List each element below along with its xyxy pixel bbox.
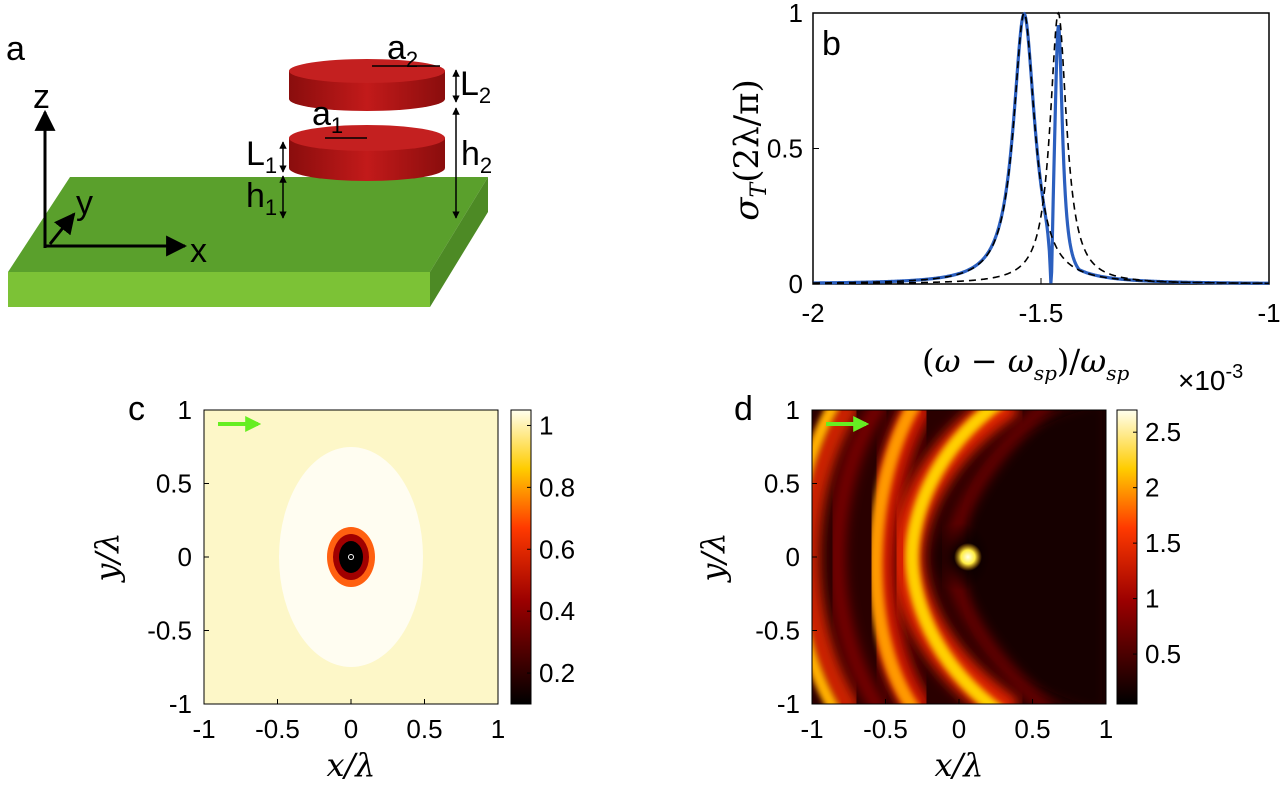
- panel-b-label: b: [822, 25, 841, 63]
- disk-2: [289, 59, 445, 111]
- panel-a-schematic: a z y x a2 L2 a1 L1 h1: [6, 29, 492, 307]
- xtick-label: 0: [952, 714, 966, 744]
- panel-b-ytick-label: 0.5: [767, 134, 803, 164]
- colorbar-tick-label: 2.5: [1145, 417, 1181, 447]
- y-axis-arrow: [48, 212, 76, 245]
- L1-label: L1: [246, 135, 277, 178]
- colorbar-tick-label: 1.5: [1145, 528, 1181, 558]
- xtick-label: -1: [192, 714, 215, 744]
- z-axis-label: z: [33, 78, 50, 116]
- xtick-label: -1: [800, 714, 823, 744]
- colorbar-tick-label: 0.6: [539, 534, 575, 564]
- panel-d-colorbar: [1116, 409, 1138, 705]
- panel-d-heatmap: d: [694, 390, 1181, 784]
- ytick-label: -1: [777, 689, 800, 719]
- ytick-label: 1: [178, 395, 192, 425]
- panel-b-x-multiplier: ×10-3: [1178, 361, 1243, 396]
- panel-c-label: c: [128, 390, 145, 428]
- xtick-label: 0: [344, 714, 358, 744]
- colorbar-tick-label: 1: [1145, 584, 1159, 614]
- panel-d-ticks: -1 -0.5 0 0.5 1 1 0.5 0 -0.5 -1: [755, 395, 1113, 744]
- panel-c-ylabel: y/λ: [88, 532, 126, 583]
- xtick-label: -0.5: [863, 714, 908, 744]
- colorbar-tick-label: 2: [1145, 473, 1159, 503]
- panel-b-chart: b -2 -1.5 -1 0 0.5 1 σT(2λ/π) (ω − ωsp)/ωsp ×…: [727, 0, 1280, 396]
- panel-b-ytick-label: 0: [789, 269, 803, 299]
- L2-label: L2: [460, 65, 491, 108]
- panel-c-colorbar: [510, 409, 532, 705]
- ytick-label: 0.5: [764, 469, 800, 499]
- a1-label: a1: [312, 95, 343, 138]
- panel-b-series-2: [813, 11, 1270, 285]
- colorbar-tick-label: 0.5: [1145, 639, 1181, 669]
- substrate-front: [8, 272, 430, 307]
- h2-label: h2: [461, 135, 492, 178]
- panel-c-core: [339, 541, 363, 573]
- colorbar-tick-label: 0.2: [539, 658, 575, 688]
- colorbar-tick-label: 0.4: [539, 596, 575, 626]
- panel-b-xtick-label: -1.5: [1019, 298, 1064, 328]
- panel-d-colorbar-ticks: 2.5 2 1.5 1 0.5: [1133, 417, 1181, 669]
- panel-b-series: [812, 11, 1270, 285]
- xtick-label: 1: [491, 714, 505, 744]
- panel-b-ylabel: σT(2λ/π): [727, 79, 772, 220]
- panel-b-xtick-label: -1: [1257, 298, 1280, 328]
- panel-a-label: a: [6, 30, 25, 68]
- panel-b-ticks: -2 -1.5 -1 0 0.5 1: [767, 0, 1280, 328]
- panel-b-ytick-label: 1: [789, 0, 803, 28]
- panel-c-particle-marker: [348, 554, 354, 560]
- panel-c-heatmap: c -1 -0.5 0 0.5 1 1 0.5 0 -0.5 -1 1 0.8 0.6 0.4 0.2 x…: [88, 390, 575, 784]
- panel-c-xlabel: x/λ: [326, 746, 375, 784]
- ytick-label: 1: [786, 395, 800, 425]
- substrate-top: [8, 177, 488, 272]
- panel-b-series-3: [812, 11, 1270, 285]
- panel-c-colorbar-ticks: 1 0.8 0.6 0.4 0.2: [527, 410, 575, 688]
- a2-label: a2: [387, 29, 418, 72]
- panel-b-xtick-label: -2: [801, 298, 824, 328]
- panel-d-ylabel: y/λ: [694, 532, 732, 583]
- h1-label: h1: [246, 177, 277, 220]
- xtick-label: 0.5: [1014, 714, 1050, 744]
- ytick-label: -0.5: [755, 616, 800, 646]
- panel-b-axes-box: [812, 12, 1270, 285]
- y-axis-label: y: [76, 184, 93, 222]
- panel-b-xlabel: (ω − ωsp)/ωsp: [922, 342, 1130, 385]
- xtick-label: 0.5: [406, 714, 442, 744]
- ytick-label: 0.5: [156, 469, 192, 499]
- panel-d-label: d: [734, 390, 753, 428]
- ytick-label: -0.5: [147, 616, 192, 646]
- colorbar-tick-label: 1: [539, 410, 553, 440]
- panel-d-xlabel: x/λ: [934, 746, 983, 784]
- ytick-label: 0: [178, 542, 192, 572]
- xtick-label: -0.5: [255, 714, 300, 744]
- ytick-label: -1: [169, 689, 192, 719]
- disk-1: [289, 125, 445, 181]
- colorbar-tick-label: 0.8: [539, 472, 575, 502]
- panel-d-field: [812, 410, 1106, 704]
- ytick-label: 0: [786, 542, 800, 572]
- x-axis-label: x: [190, 232, 207, 270]
- panel-c-ticks: -1 -0.5 0 0.5 1 1 0.5 0 -0.5 -1: [147, 395, 505, 744]
- substrate-side: [430, 177, 488, 307]
- xtick-label: 1: [1099, 714, 1113, 744]
